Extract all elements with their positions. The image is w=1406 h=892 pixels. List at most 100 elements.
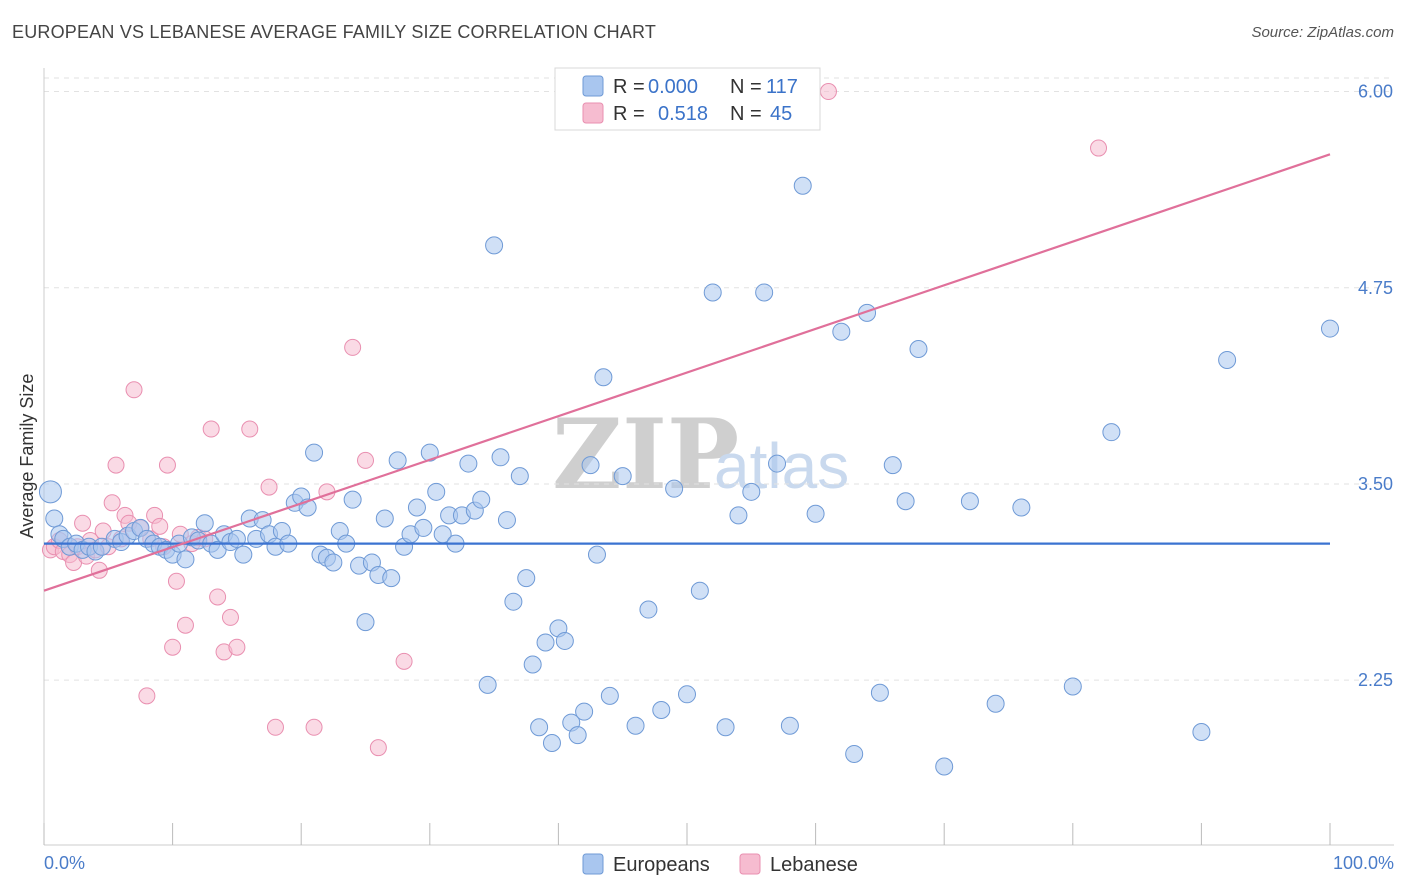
grid-lines bbox=[44, 77, 1394, 681]
point-europeans bbox=[594, 368, 613, 387]
legend-r-label-2: R = bbox=[613, 103, 645, 125]
point-europeans bbox=[780, 716, 799, 735]
point-lebanese bbox=[395, 652, 413, 670]
point-europeans bbox=[755, 283, 774, 302]
point-europeans bbox=[909, 339, 928, 358]
point-lebanese bbox=[164, 638, 182, 656]
point-europeans bbox=[195, 514, 214, 533]
point-europeans bbox=[1012, 498, 1031, 517]
bottom-legend-swatch-lebanese bbox=[739, 853, 761, 875]
point-europeans bbox=[870, 683, 889, 702]
point-europeans bbox=[1218, 350, 1237, 369]
point-europeans bbox=[568, 726, 587, 745]
legend-r-value-2: 0.518 bbox=[658, 103, 708, 125]
legend-swatch-europeans bbox=[582, 75, 604, 97]
point-europeans bbox=[459, 454, 478, 473]
legend-swatch-lebanese bbox=[582, 102, 604, 124]
point-lebanese bbox=[103, 494, 121, 512]
point-lebanese bbox=[819, 83, 837, 101]
legend-r-label-1: R = bbox=[613, 76, 645, 98]
point-lebanese bbox=[138, 687, 156, 705]
point-europeans bbox=[575, 702, 594, 721]
point-europeans bbox=[832, 322, 851, 341]
point-europeans bbox=[343, 490, 362, 509]
point-lebanese bbox=[167, 572, 185, 590]
point-europeans bbox=[407, 498, 426, 517]
legend-n-label-1: N = bbox=[730, 76, 762, 98]
watermark-zip: ZIP bbox=[552, 398, 739, 511]
point-lebanese bbox=[202, 420, 220, 438]
point-europeans bbox=[478, 675, 497, 694]
point-europeans bbox=[639, 600, 658, 619]
y-tick-label: 4.75 bbox=[1358, 278, 1393, 298]
point-europeans bbox=[427, 482, 446, 501]
point-europeans bbox=[626, 716, 645, 735]
point-europeans bbox=[234, 545, 253, 564]
point-europeans bbox=[587, 545, 606, 564]
point-europeans bbox=[690, 581, 709, 600]
point-europeans bbox=[375, 509, 394, 528]
point-europeans bbox=[768, 454, 787, 473]
point-lebanese bbox=[1090, 139, 1108, 157]
point-europeans bbox=[510, 467, 529, 486]
point-europeans bbox=[382, 569, 401, 588]
point-europeans bbox=[491, 448, 510, 467]
point-europeans bbox=[581, 456, 600, 475]
point-europeans bbox=[497, 511, 516, 530]
point-europeans bbox=[324, 553, 343, 572]
point-europeans bbox=[883, 456, 902, 475]
y-axis-label: Average Family Size bbox=[17, 374, 37, 539]
point-europeans bbox=[388, 451, 407, 470]
point-europeans bbox=[600, 686, 619, 705]
y-tick-label: 6.00 bbox=[1358, 82, 1393, 102]
source-credit: Source: ZipAtlas.com bbox=[1251, 24, 1394, 41]
point-europeans bbox=[652, 701, 671, 720]
y-tick-label: 2.25 bbox=[1358, 670, 1393, 690]
point-europeans bbox=[523, 655, 542, 674]
point-lebanese bbox=[125, 381, 143, 399]
point-europeans bbox=[935, 757, 954, 776]
point-lebanese bbox=[107, 456, 125, 474]
point-europeans bbox=[356, 613, 375, 632]
point-europeans bbox=[703, 283, 722, 302]
legend-n-label-2: N = bbox=[730, 103, 762, 125]
point-europeans bbox=[716, 718, 735, 737]
point-europeans bbox=[613, 467, 632, 486]
point-europeans bbox=[960, 492, 979, 511]
point-lebanese bbox=[266, 718, 284, 736]
bottom-legend: Europeans Lebanese bbox=[582, 853, 858, 876]
point-europeans bbox=[555, 631, 574, 650]
point-europeans bbox=[1192, 722, 1211, 741]
point-europeans bbox=[472, 490, 491, 509]
y-tick-labels: 2.25 3.50 4.75 6.00 bbox=[1358, 82, 1393, 691]
point-europeans bbox=[793, 176, 812, 195]
bottom-legend-swatch-europeans bbox=[582, 853, 604, 875]
point-lebanese bbox=[241, 420, 259, 438]
point-europeans bbox=[45, 509, 64, 528]
point-europeans bbox=[485, 236, 504, 255]
point-europeans bbox=[729, 506, 748, 525]
point-europeans bbox=[845, 744, 864, 763]
point-lebanese bbox=[369, 739, 387, 757]
legend-r-value-1: 0.000 bbox=[648, 76, 698, 98]
x-tick-label-min: 0.0% bbox=[44, 853, 85, 873]
chart-title: EUROPEAN VS LEBANESE AVERAGE FAMILY SIZE… bbox=[12, 22, 657, 42]
point-europeans bbox=[542, 733, 561, 752]
point-europeans bbox=[530, 718, 549, 737]
point-europeans bbox=[806, 504, 825, 523]
point-lebanese bbox=[357, 451, 374, 469]
point-europeans bbox=[665, 479, 684, 498]
point-europeans bbox=[1102, 423, 1121, 442]
point-lebanese bbox=[158, 456, 176, 474]
point-europeans bbox=[986, 694, 1005, 713]
point-lebanese bbox=[74, 514, 92, 532]
point-europeans bbox=[678, 685, 696, 704]
point-europeans bbox=[517, 569, 536, 588]
bottom-legend-label-lebanese: Lebanese bbox=[770, 854, 858, 876]
point-europeans bbox=[536, 633, 555, 652]
point-lebanese bbox=[151, 517, 169, 535]
point-europeans bbox=[420, 443, 439, 462]
x-tick-label-max: 100.0% bbox=[1333, 853, 1394, 873]
point-lebanese bbox=[176, 616, 194, 634]
